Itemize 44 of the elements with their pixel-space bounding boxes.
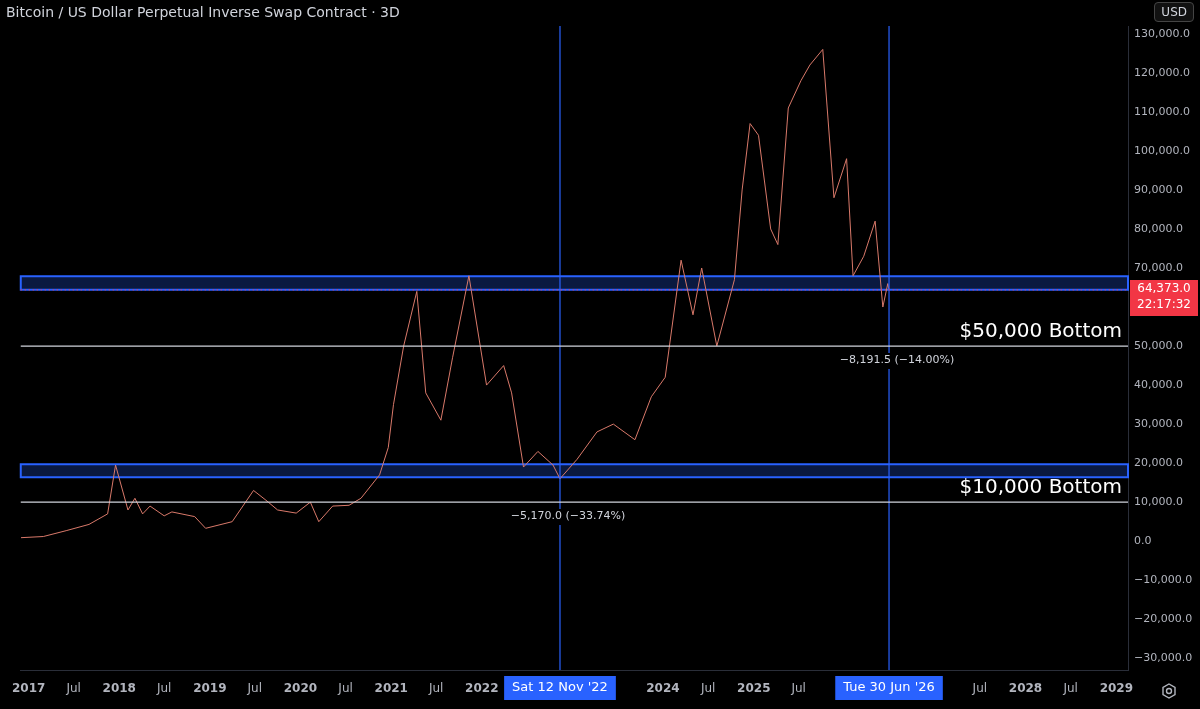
x-tick-label: Jul (790, 681, 806, 696)
x-tick-label: 2029 (1099, 681, 1134, 696)
y-tick-label: −20,000.0 (1134, 612, 1193, 626)
y-tick-label: 20,000.0 (1134, 456, 1183, 469)
ref-line-label: $50,000 Bottom (959, 318, 1122, 343)
y-tick-label: 30,000.0 (1134, 416, 1183, 430)
text: USD (1154, 2, 1194, 22)
x-tick-label: 2022 (465, 681, 499, 696)
y-tick-label: 10,000.0 (1134, 495, 1183, 509)
y-tick-label: 120,000.0 (1134, 65, 1190, 79)
y-tick-label: 90,000.0 (1134, 182, 1183, 196)
x-tick-label: 2018 (102, 681, 136, 696)
chart-title: Bitcoin / US Dollar Perpetual Inverse Swap Contract · 3D (6, 4, 400, 20)
y-tick-label: 130,000.0 (1134, 26, 1190, 40)
x-tick-label: Jul (155, 681, 172, 696)
x-tick-label: Jul (427, 681, 444, 696)
y-tick-label: −30,000.0 (1134, 651, 1193, 665)
ref-line-label: Sat 12 Nov '22 (512, 679, 608, 695)
x-tick-label: Jul (65, 681, 81, 696)
x-tick-label: 2019 (193, 681, 227, 696)
x-tick-label: 2025 (737, 681, 771, 696)
x-tick-label: 2020 (283, 681, 318, 696)
x-tick-label: 2028 (1008, 681, 1043, 696)
y-tick-label: 0.0 (1134, 534, 1152, 548)
y-tick-label: −10,000.0 (1134, 573, 1193, 587)
x-tick-label: Jul (246, 681, 263, 696)
y-tick-label: 70,000.0 (1134, 260, 1183, 274)
x-tick-label: 2017 (12, 681, 46, 696)
ref-line-label: $10,000 Bottom (959, 474, 1122, 499)
x-tick-label: 2024 (646, 681, 680, 696)
y-tick-label: 100,000.0 (1134, 143, 1190, 157)
x-tick-label: Jul (971, 681, 988, 696)
ref-line-label: Tue 30 Jun '26 (842, 679, 935, 695)
y-tick-label: 80,000.0 (1134, 221, 1183, 235)
ref-line-label: 64,373.0 22:17:32 (1137, 281, 1191, 312)
y-tick-label: 110,000.0 (1134, 104, 1190, 118)
y-tick-label: 40,000.0 (1134, 377, 1183, 391)
x-tick-label: Jul (337, 681, 353, 696)
y-tick-label: 50,000.0 (1134, 338, 1183, 352)
annotation: −5,170.0 (−33.74%) (510, 509, 626, 523)
x-tick-label: 2021 (374, 681, 408, 696)
x-tick-label: Jul (1062, 681, 1078, 696)
x-tick-label: Jul (699, 681, 716, 696)
annotation: −8,191.5 (−14.00%) (839, 353, 955, 367)
